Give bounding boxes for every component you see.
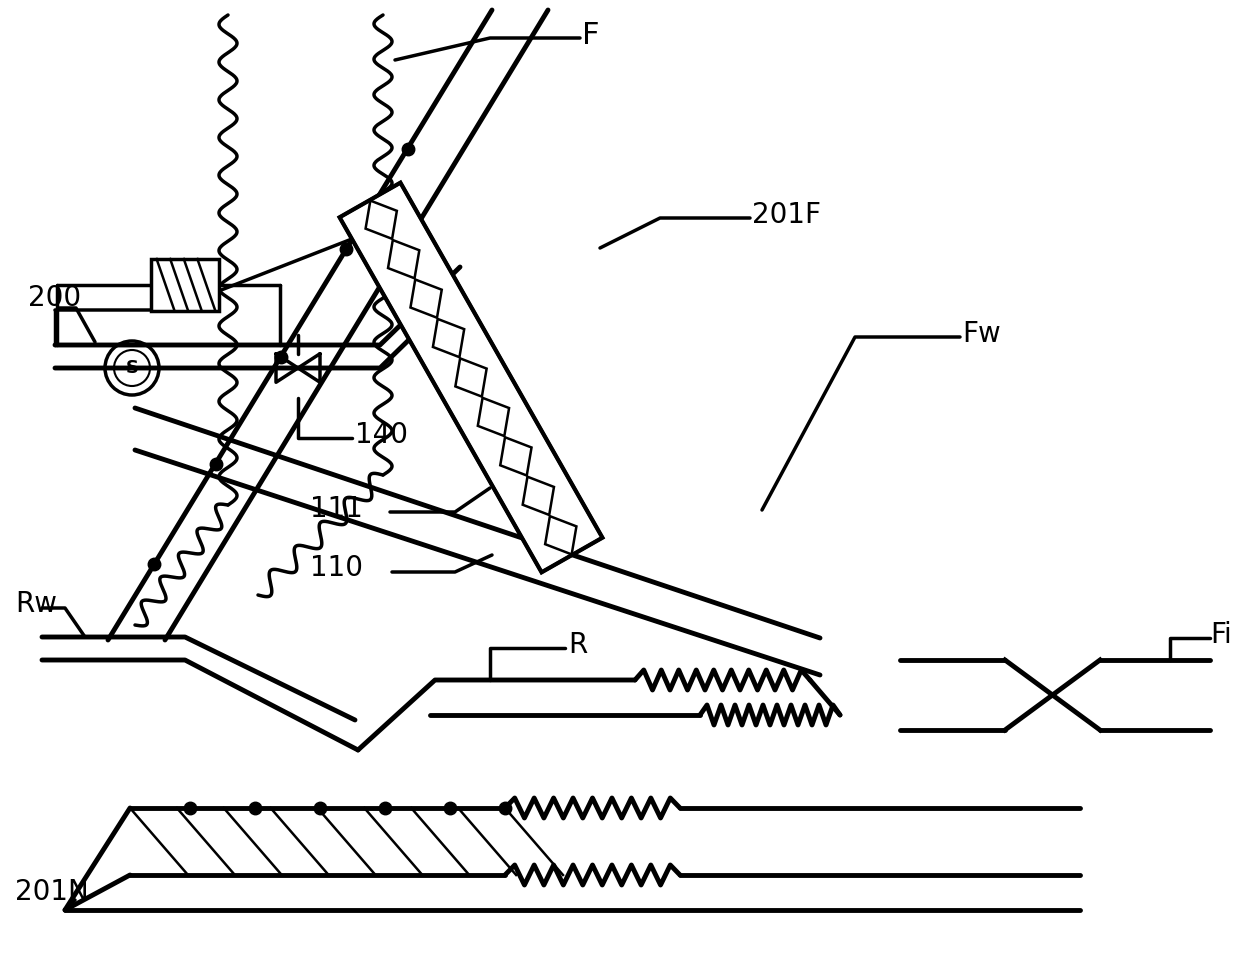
Text: F: F [582,20,599,50]
Text: Rw: Rw [15,590,57,618]
Polygon shape [340,182,603,572]
Text: 111: 111 [310,495,363,523]
Text: R: R [568,631,588,659]
Text: 201N: 201N [15,878,89,906]
Text: 140: 140 [355,421,408,449]
Text: Fi: Fi [1210,621,1231,649]
Text: 200: 200 [29,284,81,312]
Text: S: S [125,359,139,377]
Bar [151,259,219,311]
Text: 201F: 201F [751,201,821,229]
Text: 110: 110 [310,554,363,582]
Text: Fw: Fw [962,320,1001,348]
